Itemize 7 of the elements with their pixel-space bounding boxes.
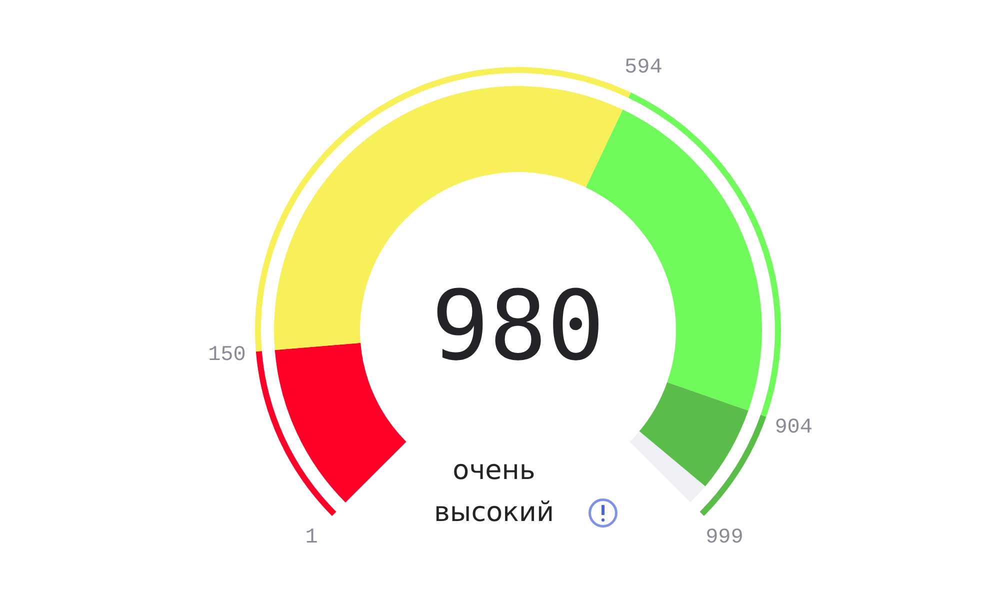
text: 999 [706, 526, 744, 550]
text: очень высокий [434, 455, 554, 528]
text: 980 [431, 270, 605, 382]
text: 904 [774, 416, 813, 440]
text: 594 [624, 56, 662, 80]
text: 150 [208, 344, 246, 367]
text: 1 [305, 526, 318, 550]
